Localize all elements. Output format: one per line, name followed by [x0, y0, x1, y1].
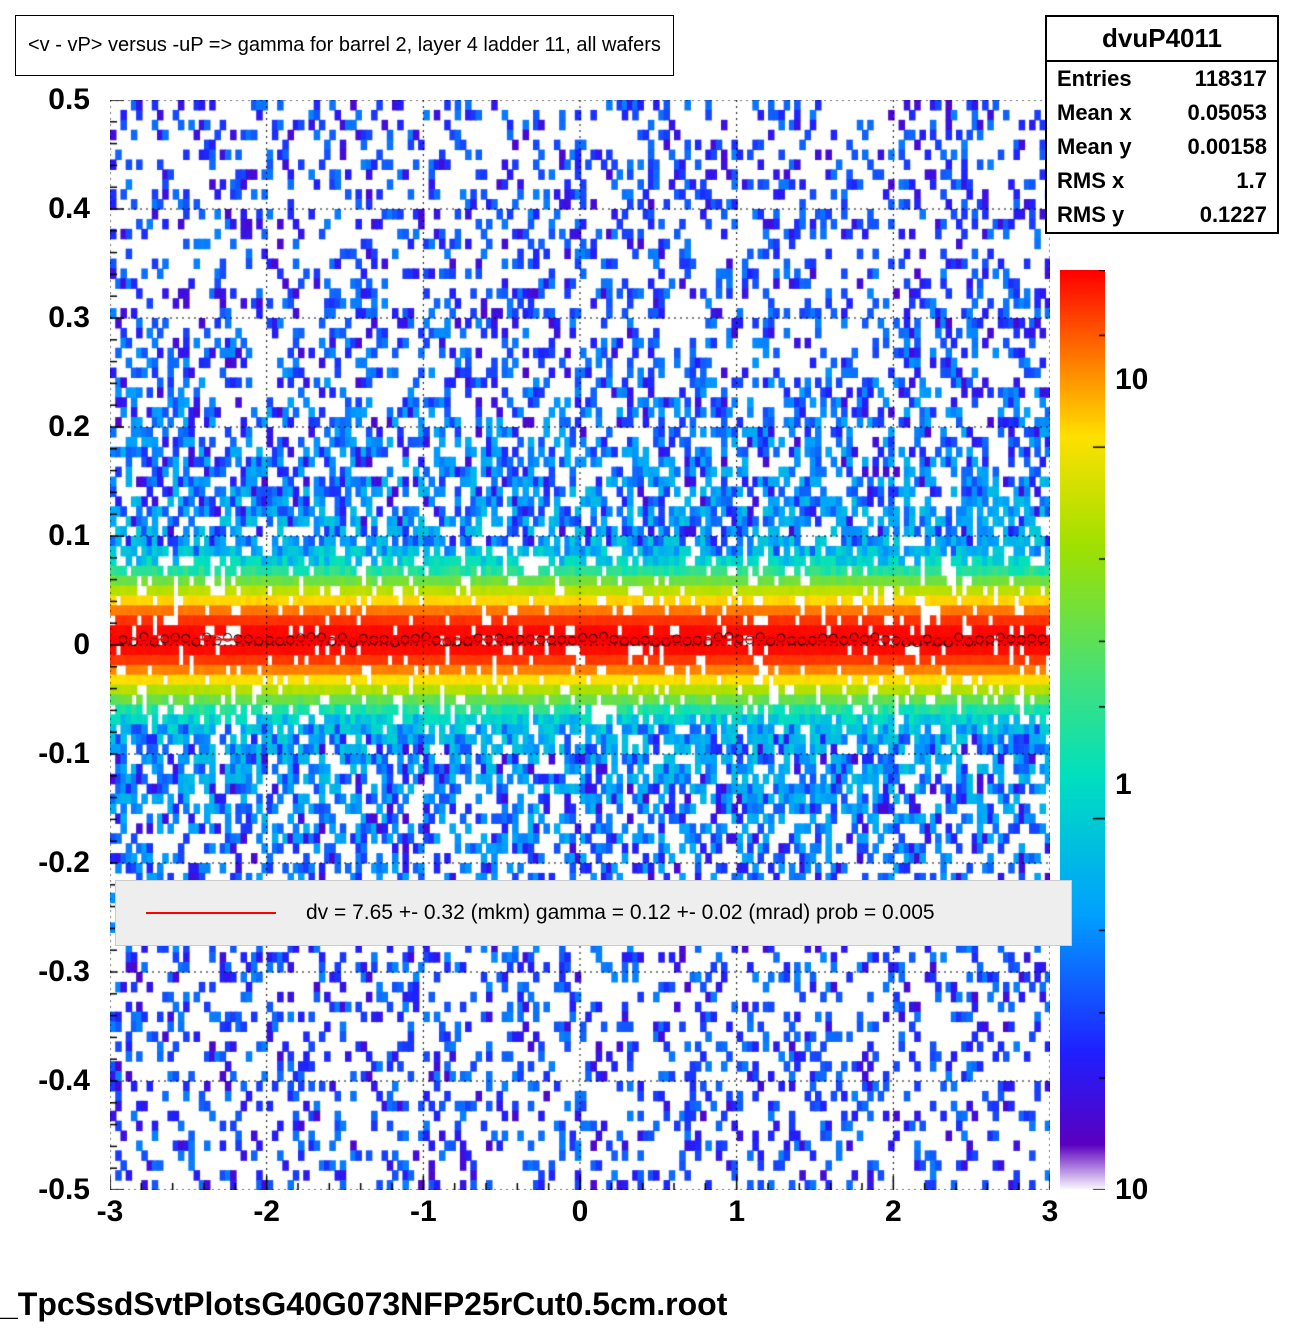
y-tick-label: -0.4: [0, 1064, 90, 1098]
y-tick-label: -0.1: [0, 737, 90, 771]
colorbar-tick-label: 1: [1115, 768, 1132, 802]
x-tick-label: 1: [707, 1195, 767, 1229]
x-tick-label: -2: [237, 1195, 297, 1229]
y-tick-label: 0: [0, 628, 90, 662]
stats-row-rmsy: RMS y 0.1227: [1047, 198, 1277, 232]
y-tick-label: -0.5: [0, 1173, 90, 1207]
stats-meanx-value: 0.05053: [1187, 100, 1267, 126]
stats-entries-value: 118317: [1195, 66, 1267, 92]
x-tick-label: 0: [550, 1195, 610, 1229]
stats-entries-label: Entries: [1057, 66, 1132, 92]
y-tick-label: -0.3: [0, 955, 90, 989]
footer-filename: _TpcSsdSvtPlotsG40G073NFP25rCut0.5cm.roo…: [0, 1286, 727, 1323]
colorbar-tick-label: 10: [1115, 1173, 1148, 1207]
y-tick-label: -0.2: [0, 846, 90, 880]
stats-row-entries: Entries 118317: [1047, 62, 1277, 96]
colorbar-tick-label: 10: [1115, 363, 1148, 397]
x-tick-label: -1: [393, 1195, 453, 1229]
x-tick-label: 3: [1020, 1195, 1080, 1229]
plot-area: [110, 100, 1050, 1190]
fit-legend-text: dv = 7.65 +- 0.32 (mkm) gamma = 0.12 +- …: [306, 901, 935, 925]
chart-title-text: <v - vP> versus -uP => gamma for barrel …: [28, 34, 661, 56]
y-tick-label: 0.1: [0, 519, 90, 553]
stats-row-meany: Mean y 0.00158: [1047, 130, 1277, 164]
y-tick-label: 0.2: [0, 410, 90, 444]
stats-rmsx-label: RMS x: [1057, 168, 1124, 194]
x-tick-label: -3: [80, 1195, 140, 1229]
heatmap-canvas: [110, 100, 1050, 1190]
y-tick-label: 0.3: [0, 301, 90, 335]
fit-line-icon: [146, 912, 276, 914]
stats-rmsx-value: 1.7: [1236, 168, 1267, 194]
stats-row-meanx: Mean x 0.05053: [1047, 96, 1277, 130]
stats-row-rmsx: RMS x 1.7: [1047, 164, 1277, 198]
stats-rmsy-value: 0.1227: [1200, 202, 1267, 228]
y-tick-label: 0.5: [0, 83, 90, 117]
colorbar: [1060, 270, 1105, 1190]
y-tick-label: 0.4: [0, 192, 90, 226]
stats-meany-value: 0.00158: [1187, 134, 1267, 160]
stats-rmsy-label: RMS y: [1057, 202, 1124, 228]
fit-legend: dv = 7.65 +- 0.32 (mkm) gamma = 0.12 +- …: [115, 880, 1072, 946]
x-tick-label: 2: [863, 1195, 923, 1229]
colorbar-canvas: [1060, 270, 1105, 1190]
stats-meanx-label: Mean x: [1057, 100, 1132, 126]
stats-name: dvuP4011: [1047, 17, 1277, 62]
chart-title-box: <v - vP> versus -uP => gamma for barrel …: [15, 15, 674, 76]
stats-meany-label: Mean y: [1057, 134, 1132, 160]
stats-box: dvuP4011 Entries 118317 Mean x 0.05053 M…: [1045, 15, 1279, 234]
